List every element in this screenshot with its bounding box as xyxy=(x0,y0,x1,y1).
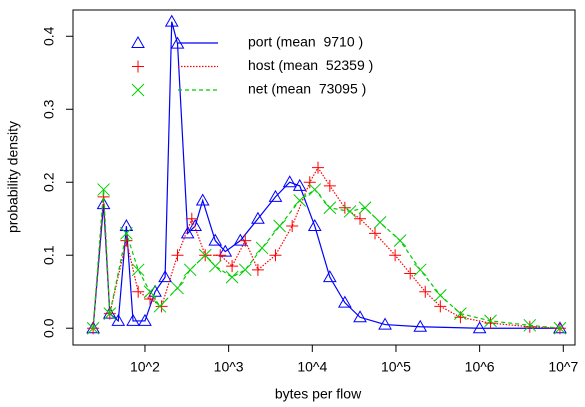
y-tick-label: 0.2 xyxy=(41,172,57,192)
y-tick-label: 0.3 xyxy=(41,99,57,119)
legend-label: net (mean 73095 ) xyxy=(248,81,366,97)
data-point xyxy=(312,161,325,174)
data-point xyxy=(143,285,157,299)
x-tick-label: 10^6 xyxy=(465,359,495,375)
data-point xyxy=(225,270,239,284)
data-point xyxy=(553,321,567,335)
data-point xyxy=(144,293,157,306)
x-tick-label: 10^3 xyxy=(214,359,244,375)
data-point xyxy=(218,244,233,257)
data-point xyxy=(268,189,283,202)
x-axis-label: bytes per flow xyxy=(275,386,362,402)
data-point xyxy=(97,183,110,196)
data-point xyxy=(96,197,111,210)
data-point xyxy=(307,219,322,232)
y-tick-label: 0.4 xyxy=(41,26,57,46)
data-point xyxy=(120,226,133,240)
data-point xyxy=(251,263,264,276)
data-point xyxy=(369,227,382,240)
data-point xyxy=(119,219,134,232)
legend-marker xyxy=(131,35,145,48)
data-point xyxy=(434,300,447,313)
data-point xyxy=(164,14,179,27)
y-axis-label: probability density xyxy=(5,121,21,233)
x-tick-label: 10^4 xyxy=(297,359,327,375)
data-point xyxy=(293,194,307,207)
data-point xyxy=(103,307,117,320)
data-point xyxy=(198,248,212,262)
data-point xyxy=(86,321,100,335)
data-point xyxy=(180,226,195,239)
series-line xyxy=(92,188,561,329)
data-point xyxy=(358,201,372,215)
data-point xyxy=(233,233,248,246)
data-point xyxy=(269,249,282,262)
data-point xyxy=(120,234,133,247)
data-point xyxy=(354,212,367,225)
x-tick-label: 10^7 xyxy=(548,359,578,375)
data-point xyxy=(226,260,239,273)
data-point xyxy=(251,211,265,224)
data-point xyxy=(171,249,184,262)
data-point xyxy=(343,205,357,218)
data-point xyxy=(238,263,252,277)
data-point xyxy=(153,299,167,313)
data-point xyxy=(255,241,269,255)
data-point xyxy=(413,319,428,332)
x-tick-label: 10^2 xyxy=(130,359,160,375)
data-point xyxy=(292,178,307,191)
data-point xyxy=(404,267,417,280)
data-point xyxy=(523,320,536,333)
x-tick-label: 10^5 xyxy=(381,359,411,375)
data-point xyxy=(282,175,297,188)
data-point xyxy=(419,285,432,298)
y-tick-label: 0.0 xyxy=(41,318,57,338)
data-point xyxy=(472,321,487,334)
data-point xyxy=(308,183,322,196)
data-point xyxy=(132,285,145,298)
data-point xyxy=(208,259,222,273)
data-point xyxy=(413,263,427,277)
data-point xyxy=(286,220,299,233)
data-point xyxy=(131,263,145,277)
series-line xyxy=(92,166,560,329)
data-point xyxy=(155,300,168,313)
data-point xyxy=(183,263,197,277)
data-point xyxy=(433,289,447,302)
data-point xyxy=(378,317,392,330)
data-point xyxy=(303,176,316,189)
data-point xyxy=(323,201,337,215)
data-point xyxy=(322,270,337,283)
data-point xyxy=(273,219,286,233)
data-point xyxy=(323,179,336,192)
data-point xyxy=(138,313,152,326)
legend-label: port (mean 9710 ) xyxy=(248,34,363,50)
legend-label: host (mean 52359 ) xyxy=(248,57,373,73)
plot-box xyxy=(72,9,576,346)
data-point xyxy=(484,317,497,330)
data-point xyxy=(353,310,367,323)
data-point xyxy=(111,313,126,326)
data-point xyxy=(158,270,172,283)
data-point xyxy=(337,295,352,308)
data-point xyxy=(208,233,223,246)
legend-marker xyxy=(132,60,144,73)
y-tick-label: 0.1 xyxy=(41,245,57,265)
data-point xyxy=(523,318,537,332)
data-point xyxy=(214,249,227,262)
data-point xyxy=(188,219,203,232)
data-point xyxy=(373,216,387,229)
data-point xyxy=(171,281,184,295)
data-point xyxy=(195,193,210,206)
data-point xyxy=(389,249,402,262)
data-point xyxy=(393,234,407,247)
data-point xyxy=(126,313,140,326)
data-point xyxy=(239,234,252,247)
data-point xyxy=(338,201,351,214)
data-point xyxy=(484,314,497,328)
data-point xyxy=(454,307,467,320)
data-point xyxy=(185,212,198,225)
legend-marker xyxy=(131,83,145,97)
